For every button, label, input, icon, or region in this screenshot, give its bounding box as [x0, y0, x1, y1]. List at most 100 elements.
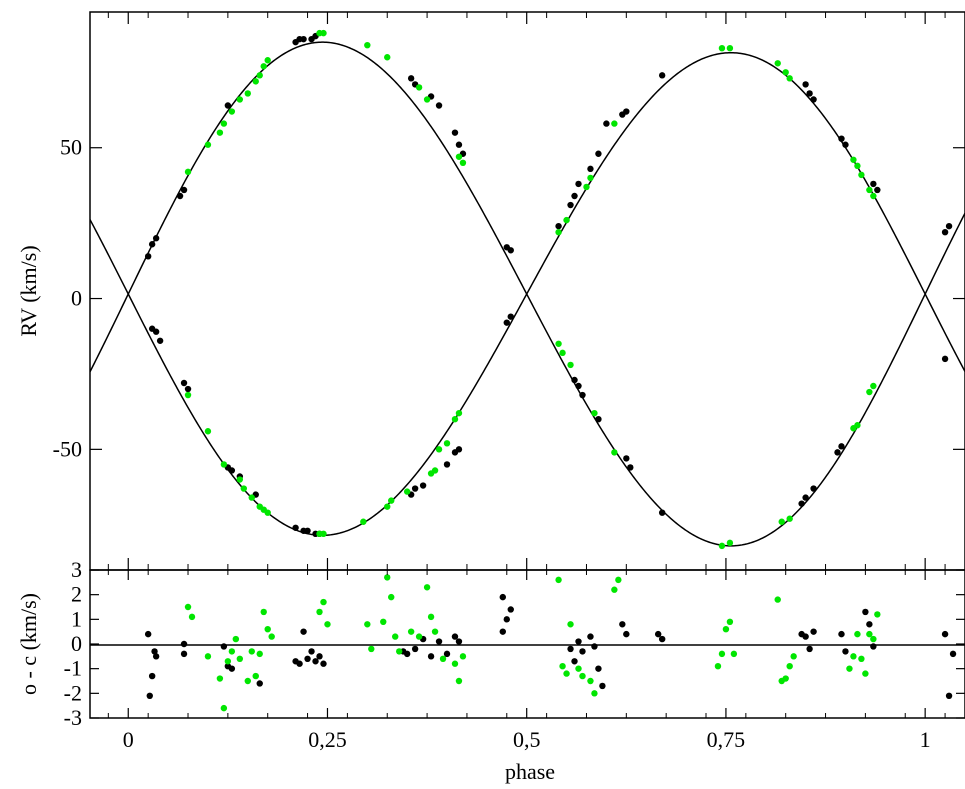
data-point-green [388, 593, 395, 601]
data-point-black [507, 247, 514, 254]
data-point-green [415, 633, 423, 640]
data-point-green [368, 645, 375, 653]
data-point-black [403, 650, 411, 658]
data-point-green [264, 626, 271, 633]
data-point-green [459, 159, 467, 167]
data-point-black [152, 328, 160, 335]
data-point-green [324, 621, 331, 628]
data-point-black [838, 135, 845, 142]
data-point-green [778, 518, 785, 525]
data-point-green [204, 428, 212, 435]
data-point-green [559, 349, 566, 357]
data-point-black [148, 672, 156, 680]
x-tick-label: 0,5 [513, 727, 541, 752]
data-point-black [870, 180, 877, 188]
data-point-green [575, 665, 582, 672]
data-point-black [802, 494, 809, 501]
data-point-green [786, 515, 793, 522]
data-point-green [415, 84, 423, 91]
data-point-green [866, 630, 873, 638]
x-axis-label: phase [505, 759, 555, 784]
data-point-green [782, 69, 789, 76]
data-point-black [144, 253, 152, 260]
data-point-green [846, 665, 853, 672]
data-point-black [499, 628, 506, 635]
data-point-black [571, 376, 578, 384]
data-point-green [870, 192, 877, 200]
data-point-green [850, 156, 857, 163]
data-point-green [451, 660, 459, 667]
data-point-green [786, 75, 793, 82]
data-point-black [455, 446, 463, 453]
y-tick-label: 0 [71, 286, 82, 311]
data-point-black [579, 391, 586, 399]
data-point-black [838, 443, 845, 450]
data-point-green [264, 509, 271, 516]
data-point-green [232, 635, 240, 643]
data-point-green [407, 628, 415, 635]
residual-plot-frame [89, 569, 965, 719]
data-point-green [220, 704, 228, 712]
data-point-black [180, 640, 188, 648]
data-point-green [874, 611, 881, 618]
data-point-green [260, 63, 267, 70]
data-point-green [256, 72, 263, 79]
data-point-green [216, 675, 224, 682]
data-point-black [435, 102, 443, 109]
data-point-green [260, 608, 267, 616]
data-point-green [320, 530, 327, 538]
data-point-green [364, 621, 371, 628]
data-point-green [866, 186, 873, 194]
data-point-black [455, 141, 463, 148]
data-point-green [320, 29, 327, 37]
data-point-black [451, 633, 459, 640]
data-point-black [623, 630, 630, 638]
data-point-green [611, 449, 618, 456]
data-point-green [320, 598, 327, 606]
data-point-green [403, 488, 411, 495]
data-point-black [802, 81, 809, 88]
data-point-green [216, 129, 224, 136]
data-point-green [555, 228, 562, 236]
data-point-green [384, 574, 391, 581]
rv-model-secondary [90, 41, 965, 547]
data-point-green [587, 677, 594, 685]
data-point-black [300, 35, 307, 43]
data-point-green [726, 539, 734, 547]
data-point-black [176, 192, 184, 200]
data-point-green [443, 440, 451, 447]
data-point-black [411, 485, 419, 492]
data-point-green [555, 340, 562, 347]
data-point-black [591, 643, 598, 650]
data-point-black [507, 606, 514, 613]
data-point-black [587, 633, 594, 640]
data-point-black [152, 235, 160, 242]
data-point-green [392, 633, 399, 640]
data-point-black [575, 180, 582, 188]
data-point-green [451, 415, 459, 423]
data-point-black [945, 222, 953, 230]
data-point-black [224, 102, 232, 109]
data-point-black [599, 682, 606, 690]
data-point-black [806, 90, 813, 97]
data-point-green [567, 361, 574, 369]
data-point-green [726, 618, 734, 625]
data-point-black [571, 192, 578, 200]
data-point-black [949, 650, 957, 658]
data-point-black [575, 382, 582, 390]
data-point-green [583, 183, 590, 191]
data-point-black [312, 658, 319, 665]
data-point-black [842, 648, 849, 655]
data-point-black [180, 186, 188, 194]
data-point-black [658, 509, 666, 516]
data-point-black [419, 482, 427, 489]
y-tick-label: -2 [64, 680, 82, 705]
data-point-black [941, 355, 949, 363]
data-point-green [264, 57, 271, 64]
data-point-black [627, 464, 634, 471]
data-point-black [503, 319, 510, 326]
data-point-green [854, 422, 861, 429]
data-point-black [941, 228, 949, 236]
